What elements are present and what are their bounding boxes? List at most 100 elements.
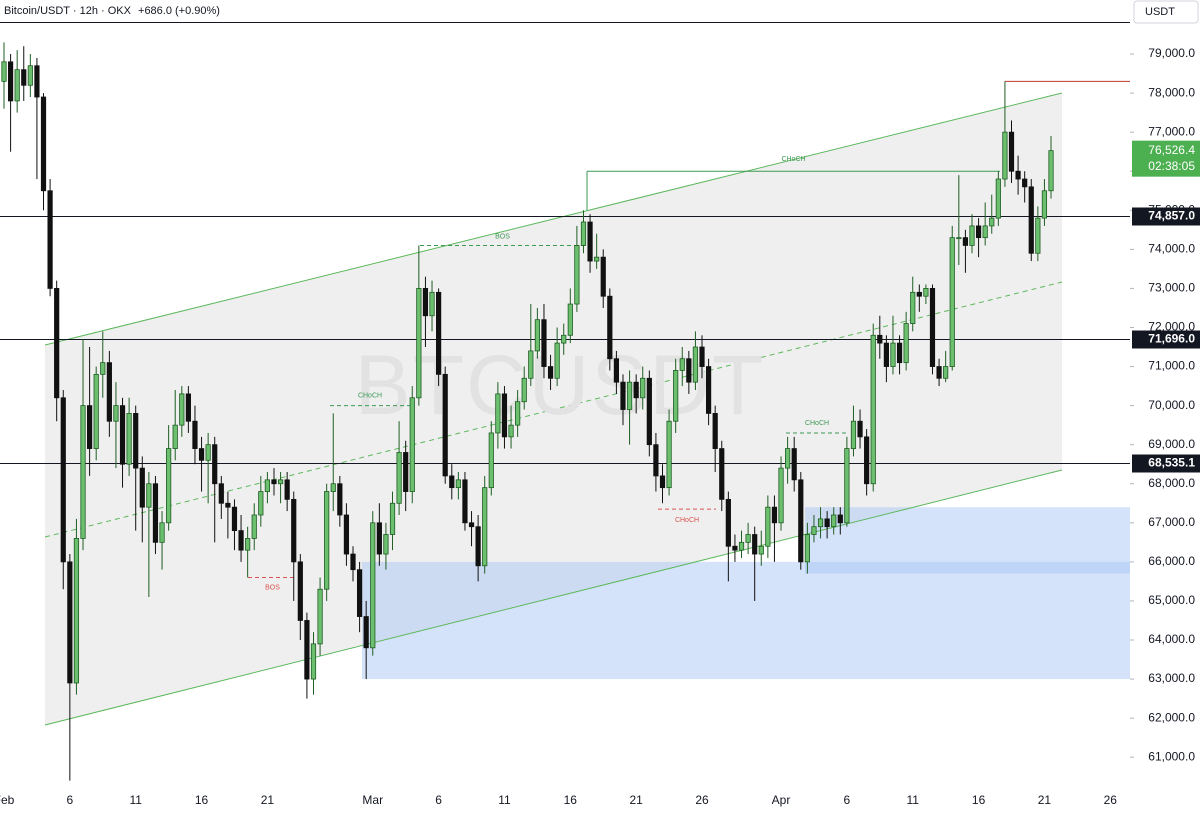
candle-body: [337, 483, 343, 516]
candle-body: [804, 534, 810, 563]
channel-lower: [44, 469, 1063, 726]
candle-body: [258, 491, 264, 516]
currency[interactable]: USDT: [1145, 6, 1175, 18]
candle-body: [699, 346, 705, 367]
candle-body: [521, 377, 527, 403]
y-tick-label: 67,000.0: [1148, 515, 1195, 529]
candle-body: [982, 225, 988, 239]
candle-body: [620, 381, 626, 410]
y-tick-label: 74,000.0: [1148, 242, 1195, 256]
candle-body: [159, 522, 165, 543]
y-tick-label: 62,000.0: [1148, 710, 1195, 724]
last-price-label: 76,526.4: [1148, 143, 1195, 157]
structure-label: CHoCH: [805, 420, 829, 427]
x-tick-label: 6: [435, 793, 442, 807]
candle-body: [916, 291, 922, 297]
candle-body: [587, 221, 593, 262]
candle-body: [152, 483, 159, 543]
x-tick-label: 6: [844, 793, 851, 807]
candle-body: [80, 405, 86, 539]
candle-body: [416, 288, 422, 399]
candle-body: [580, 221, 587, 246]
candle-body: [251, 514, 257, 539]
candle-body: [653, 444, 659, 477]
candle-body: [778, 467, 784, 524]
x-tick-label: 26: [1104, 793, 1118, 807]
symbol-title: Bitcoin/USDT · 12h · OKX: [4, 5, 132, 17]
candle-body: [811, 526, 817, 535]
structure-label: BOS: [265, 584, 280, 591]
level-tag: [1132, 207, 1200, 226]
y-tick-label: 65,000.0: [1148, 593, 1195, 607]
x-tick-label: 16: [972, 793, 986, 807]
candle-body: [1028, 186, 1034, 254]
candle-body: [1048, 150, 1054, 192]
level-tag-label: 68,535.1: [1148, 456, 1195, 470]
candles-layer: [1, 42, 1054, 781]
candle-body: [1015, 170, 1021, 180]
structure-label: CHoCH: [675, 517, 699, 524]
candle-body: [225, 502, 231, 508]
candle-body: [607, 295, 613, 360]
level-tag-label: 74,857.0: [1148, 209, 1195, 223]
candle-body: [27, 65, 33, 86]
y-tick-label: 72,000.0: [1148, 320, 1195, 334]
candle-body: [831, 514, 837, 528]
x-tick-label: 11: [498, 793, 511, 807]
candle-body: [890, 342, 896, 367]
y-tick-label: 70,000.0: [1148, 398, 1195, 412]
candle-body: [106, 362, 112, 422]
candle-body: [1035, 217, 1041, 254]
header-bg: [0, 0, 1130, 22]
candle-body: [943, 366, 949, 379]
candle-body: [857, 420, 863, 438]
candle-body: [541, 319, 547, 367]
candle-body: [356, 569, 363, 617]
candle-body: [14, 69, 20, 102]
candle-body: [317, 588, 323, 645]
candle-body: [771, 506, 778, 524]
candle-body: [212, 444, 218, 485]
candle-body: [113, 405, 119, 422]
candle-body: [422, 288, 429, 317]
candle-body: [752, 534, 758, 555]
x-tick-label: Feb: [0, 793, 15, 807]
candle-body: [956, 237, 962, 240]
price-axis-bg: [1130, 0, 1200, 816]
channel-upper: [44, 92, 1063, 346]
currency-button[interactable]: [1133, 0, 1199, 24]
candle-body: [1041, 190, 1048, 219]
candle-body: [613, 358, 620, 383]
zones-layer: [362, 507, 1130, 680]
candle-body: [166, 448, 172, 524]
candle-body: [864, 436, 870, 485]
candle-body: [745, 534, 751, 543]
candle-body: [126, 413, 132, 465]
candle-body: [949, 237, 955, 367]
candle-body: [705, 366, 712, 414]
x-tick-label: 11: [906, 793, 919, 807]
candle-body: [67, 561, 73, 684]
candle-body: [989, 217, 995, 227]
candle-body: [640, 377, 646, 399]
candle-body: [837, 514, 843, 524]
x-tick-label: Apr: [772, 793, 791, 807]
y-tick-label: 71,000.0: [1148, 359, 1195, 373]
candle-body: [245, 538, 251, 551]
candle-body: [666, 420, 672, 489]
candle-body: [883, 342, 889, 367]
candle-body: [310, 643, 317, 680]
candle-body: [449, 475, 455, 489]
y-tick-label: 77,000.0: [1148, 124, 1195, 138]
tags-layer: 74,857.0 71,696.0 68,535.1 76,526.4 02:38:05: [1132, 140, 1200, 473]
candle-body: [646, 377, 652, 446]
candle-body: [93, 373, 99, 449]
candle-body: [725, 498, 731, 547]
candle-body: [626, 381, 633, 410]
candle-body: [264, 479, 271, 492]
candle-body: [738, 541, 745, 551]
candle-body: [185, 393, 191, 422]
candle-body: [363, 616, 369, 649]
candle-body: [60, 397, 66, 563]
